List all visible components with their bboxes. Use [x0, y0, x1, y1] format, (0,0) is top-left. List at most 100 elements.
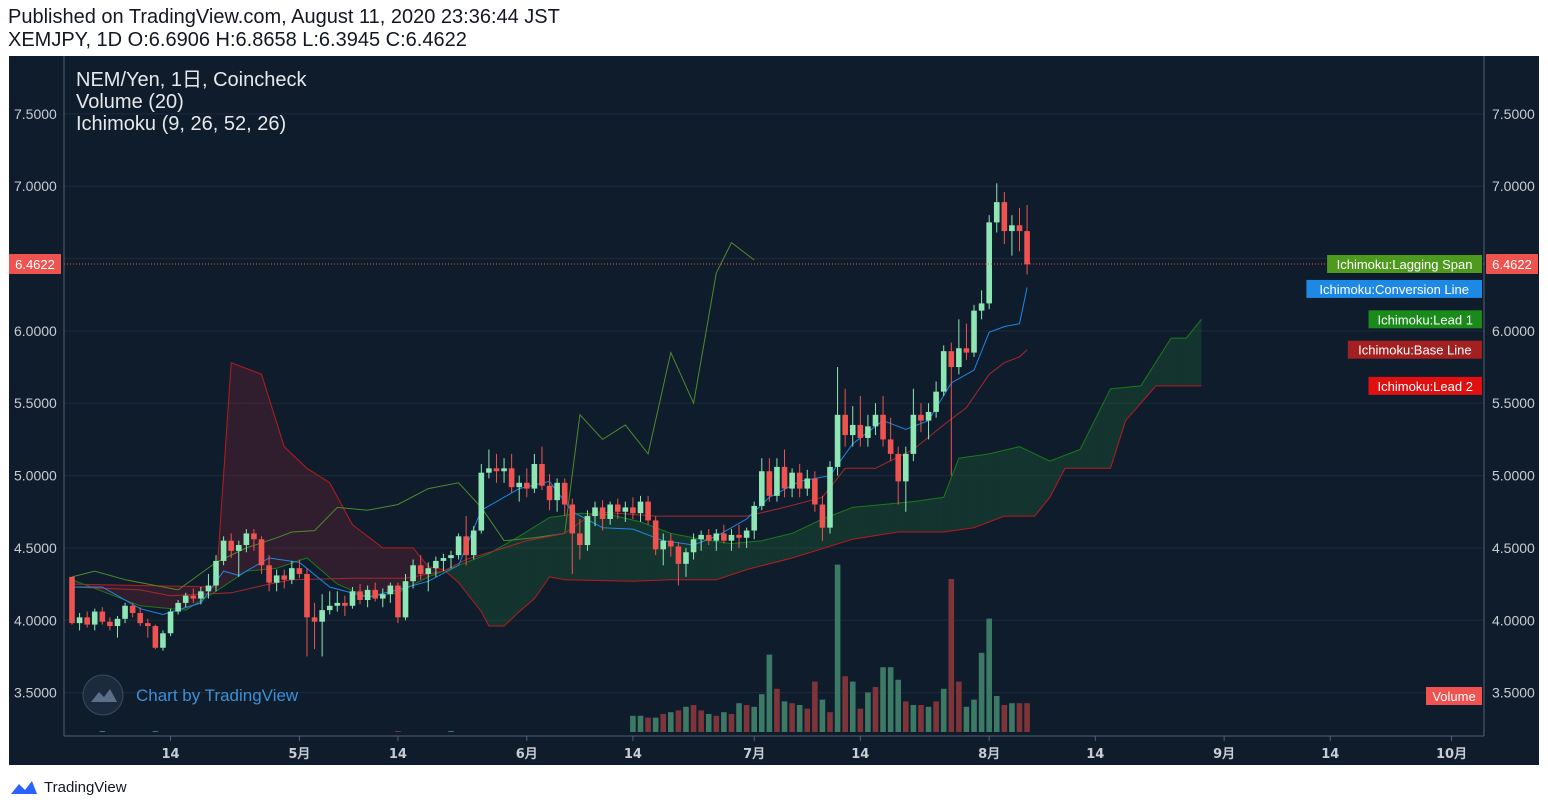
price-axis[interactable]: 3.5000 3.5000 4.0000 4.0000 4.5000 4.5000 5.00…	[14, 106, 1535, 701]
cloud-segment	[1038, 455, 1043, 512]
candle-body	[205, 585, 212, 592]
candle	[743, 527, 750, 548]
volume-bar	[789, 703, 795, 732]
cloud-segment	[727, 543, 732, 576]
cloud-segment	[1174, 338, 1179, 386]
cloud-segment	[792, 531, 796, 559]
cloud-segment	[977, 454, 982, 527]
cloud-segment	[147, 585, 152, 607]
candle	[834, 367, 841, 476]
candle-body	[910, 414, 917, 454]
candle	[705, 529, 712, 546]
candle-body	[774, 466, 780, 496]
candle-body	[637, 501, 644, 514]
candle-body	[622, 507, 629, 512]
cloud-segment	[769, 537, 774, 564]
cloud-segment	[314, 473, 319, 568]
cloud-segment	[890, 503, 895, 534]
cloud-segment	[454, 565, 459, 583]
candle-body	[1016, 225, 1023, 232]
cloud-segment	[720, 541, 724, 579]
cloud-segment	[504, 542, 508, 627]
cloud-segment	[1140, 379, 1145, 404]
volume-bar	[978, 652, 985, 732]
candle-body	[751, 505, 757, 531]
cloud-segment	[701, 539, 705, 580]
y-tick-label-left: 7.0000	[14, 178, 57, 194]
x-tick-label: 14	[851, 747, 869, 762]
candle-body	[880, 414, 886, 440]
cloud-segment	[640, 521, 645, 581]
candle-body	[84, 617, 90, 625]
last-price-label-left: 6.4622	[15, 257, 55, 272]
cloud-segment	[534, 524, 539, 599]
cloud-segment	[750, 541, 755, 569]
indicator-label-box	[1306, 279, 1482, 298]
time-axis[interactable]: 145月146月147月148月149月1410月14	[161, 736, 1548, 762]
candle-body	[76, 617, 83, 624]
cloud-segment	[227, 362, 232, 584]
indicator-label: Ichimoku:Lagging Span	[1337, 257, 1473, 272]
cloud-segment	[250, 369, 254, 571]
cloud-segment	[1125, 386, 1130, 421]
volume-bar	[630, 715, 636, 732]
candle-body	[152, 626, 159, 648]
cloud-segment	[966, 456, 971, 529]
cloud-segment	[602, 514, 607, 581]
cloud-segment	[867, 505, 872, 537]
indicator-label-box	[1347, 340, 1482, 359]
candle-body	[281, 575, 288, 580]
cloud-segment	[1193, 324, 1198, 386]
candle	[592, 501, 598, 527]
cloud-segment	[795, 529, 800, 557]
candle-body	[652, 520, 659, 550]
candle	[326, 591, 333, 615]
candle-body	[554, 482, 560, 501]
cloud-segment	[1087, 426, 1092, 469]
candle-body	[531, 464, 538, 489]
x-tick-label: 14	[1321, 747, 1339, 762]
candle	[925, 403, 932, 440]
cloud-segment	[276, 422, 281, 569]
cloud-segment	[253, 371, 258, 571]
footer-brand[interactable]: TradingView	[10, 778, 127, 796]
cloud-segment	[140, 585, 145, 607]
cloud-segment	[1163, 344, 1168, 386]
candle	[182, 592, 189, 608]
cloud-segment	[833, 513, 838, 546]
cloud-segment	[746, 541, 751, 570]
cloud-segment	[841, 510, 846, 543]
ichimoku-lagging-line	[71, 241, 755, 591]
cloud-segment	[920, 499, 925, 532]
volume-bar	[842, 676, 848, 732]
candle	[334, 591, 341, 612]
footer-brand-text: TradingView	[44, 778, 127, 796]
candle-body	[99, 611, 106, 622]
cloud-segment	[299, 461, 304, 561]
cloud-segment	[492, 549, 497, 627]
candle	[675, 542, 682, 586]
cloud-segment	[1053, 458, 1058, 491]
cloud-segment	[1167, 338, 1172, 386]
candle-body	[167, 611, 174, 634]
candle-body	[251, 533, 257, 540]
candle-body	[296, 568, 303, 574]
candle	[849, 406, 856, 447]
candle	[296, 559, 303, 579]
cloud-segment	[371, 539, 376, 597]
candle-body	[129, 605, 136, 614]
candle	[872, 403, 879, 436]
candle	[971, 304, 977, 357]
y-tick-label-left: 5.0000	[14, 468, 57, 484]
cloud-segment	[1106, 388, 1111, 469]
candle	[683, 547, 689, 577]
candle-body	[433, 560, 439, 569]
x-tick-label: 14	[624, 747, 642, 762]
candle-body	[69, 576, 75, 624]
candle-body	[736, 534, 742, 538]
candle-body	[220, 540, 227, 561]
cloud-segment	[1046, 459, 1050, 502]
candle-body	[175, 602, 181, 612]
cloud-segment	[917, 500, 921, 532]
